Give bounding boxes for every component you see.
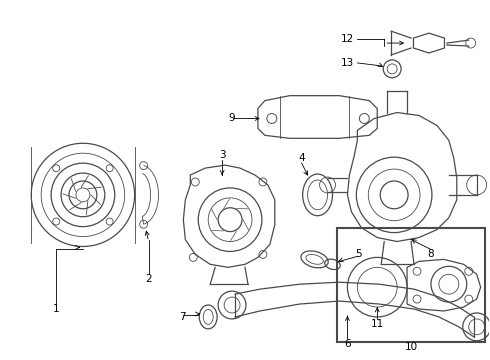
- Text: 3: 3: [219, 150, 225, 160]
- Text: 12: 12: [341, 34, 354, 44]
- Text: 6: 6: [344, 339, 351, 349]
- Text: 7: 7: [179, 312, 185, 322]
- Text: 10: 10: [404, 342, 417, 352]
- Text: 11: 11: [370, 319, 384, 329]
- Text: 5: 5: [355, 249, 361, 260]
- Text: 1: 1: [53, 304, 59, 314]
- Text: 2: 2: [145, 274, 152, 284]
- Bar: [338, 228, 485, 342]
- Text: 13: 13: [341, 58, 354, 68]
- Text: 8: 8: [428, 249, 434, 260]
- Text: 4: 4: [298, 153, 305, 163]
- Text: 9: 9: [228, 113, 235, 123]
